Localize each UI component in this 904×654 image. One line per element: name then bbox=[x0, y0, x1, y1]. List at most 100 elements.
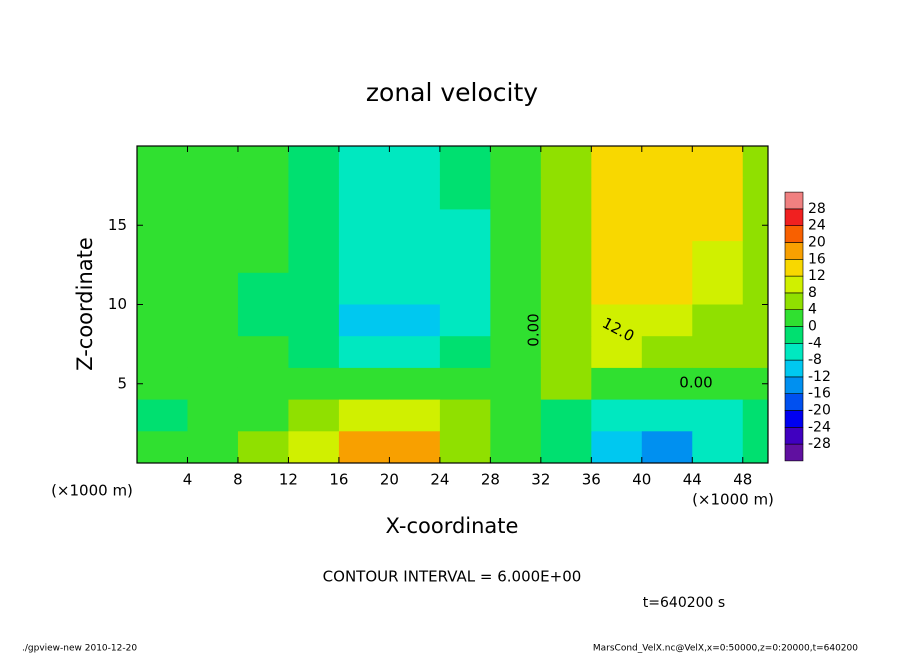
field-cell bbox=[187, 304, 239, 337]
y-tick-label: 15 bbox=[108, 216, 127, 234]
field-cell bbox=[137, 241, 188, 274]
field-cell bbox=[490, 146, 542, 179]
field-cell bbox=[288, 399, 340, 432]
field-cell bbox=[137, 146, 188, 179]
y-axis-label: Z-coordinate bbox=[73, 237, 97, 371]
field-cell bbox=[540, 367, 592, 401]
field-cell bbox=[137, 431, 188, 463]
x-unit-label: (×1000 m) bbox=[692, 491, 774, 509]
field-cell bbox=[540, 399, 592, 432]
field-cell bbox=[237, 336, 289, 369]
field-cell bbox=[137, 367, 188, 401]
field-cell bbox=[288, 431, 340, 463]
field-cell bbox=[742, 304, 768, 337]
field-cell bbox=[389, 177, 441, 210]
colorbar-label: 4 bbox=[808, 302, 817, 318]
field-cell bbox=[692, 146, 744, 179]
field-cell bbox=[187, 177, 239, 210]
colorbar-label: 24 bbox=[808, 218, 826, 234]
field-cell bbox=[137, 304, 188, 337]
field-cell bbox=[641, 399, 693, 432]
x-tick-label: 24 bbox=[430, 471, 449, 489]
field-cell bbox=[187, 367, 239, 401]
field-cell bbox=[490, 367, 542, 401]
colorbar-box bbox=[784, 359, 804, 378]
field-cell bbox=[389, 431, 441, 463]
colorbar-label: -16 bbox=[808, 386, 831, 402]
field-cell bbox=[641, 272, 693, 305]
field-cell bbox=[591, 146, 643, 179]
field-cell bbox=[389, 272, 441, 305]
x-tick-label: 44 bbox=[683, 471, 702, 489]
field-cell bbox=[742, 146, 768, 179]
field-cell bbox=[439, 241, 491, 274]
colorbar-label: -12 bbox=[808, 369, 831, 385]
field-cell bbox=[288, 209, 340, 242]
x-tick-label: 8 bbox=[233, 471, 243, 489]
field bbox=[137, 146, 768, 463]
y-tick-label: 5 bbox=[117, 374, 127, 392]
colorbar-label: -8 bbox=[808, 352, 822, 368]
field-cell bbox=[641, 177, 693, 210]
field-cell bbox=[742, 399, 768, 432]
field-cell bbox=[692, 367, 744, 401]
field-cell bbox=[692, 336, 744, 369]
field-cell bbox=[540, 304, 592, 337]
field-cell bbox=[187, 431, 239, 463]
field-cell bbox=[237, 304, 289, 337]
field-cell bbox=[237, 272, 289, 305]
field-cell bbox=[288, 336, 340, 369]
field-cell bbox=[742, 431, 768, 463]
field-cell bbox=[490, 241, 542, 274]
colorbar-box bbox=[784, 208, 804, 226]
field-cell bbox=[288, 177, 340, 210]
field-cell bbox=[692, 177, 744, 210]
field-cell bbox=[540, 272, 592, 305]
footer-left: ./gpview-new 2010-12-20 bbox=[22, 644, 137, 654]
field-cell bbox=[591, 241, 643, 274]
x-tick-label: 48 bbox=[733, 471, 752, 489]
field-cell bbox=[692, 304, 744, 337]
field-cell bbox=[389, 241, 441, 274]
field-cell bbox=[237, 146, 289, 179]
y-tick-label: 10 bbox=[108, 295, 127, 313]
field-cell bbox=[187, 209, 239, 242]
field-cell bbox=[237, 431, 289, 463]
field-cell bbox=[338, 177, 390, 210]
field-cell bbox=[490, 431, 542, 463]
field-cell bbox=[439, 272, 491, 305]
field-cell bbox=[490, 336, 542, 369]
field-cell bbox=[591, 304, 643, 337]
field-cell bbox=[137, 399, 188, 432]
contour-label: 0.00 bbox=[679, 374, 712, 392]
field-cell bbox=[540, 209, 592, 242]
field-cell bbox=[187, 241, 239, 274]
field-cell bbox=[742, 241, 768, 274]
field-cell bbox=[641, 304, 693, 337]
field-cell bbox=[641, 336, 693, 369]
field-cell bbox=[591, 209, 643, 242]
field-cell bbox=[288, 367, 340, 401]
x-tick-label: 16 bbox=[329, 471, 348, 489]
field-cell bbox=[338, 367, 390, 401]
field-cell bbox=[692, 431, 744, 463]
colorbar-box bbox=[784, 393, 804, 411]
field-cell bbox=[540, 336, 592, 369]
colorbar-label: 16 bbox=[808, 251, 826, 267]
x-tick-label: 40 bbox=[632, 471, 651, 489]
field-cell bbox=[338, 304, 390, 337]
field-cell bbox=[692, 399, 744, 432]
field-cell bbox=[692, 209, 744, 242]
field-cell bbox=[742, 336, 768, 369]
field-cell bbox=[389, 336, 441, 369]
contour-interval: CONTOUR INTERVAL = 6.000E+00 bbox=[323, 568, 582, 586]
colorbar-box bbox=[784, 225, 804, 243]
field-cell bbox=[591, 399, 643, 432]
field-cell bbox=[439, 367, 491, 401]
field-cell bbox=[439, 399, 491, 432]
field-cell bbox=[540, 146, 592, 179]
field-cell bbox=[490, 399, 542, 432]
field-cell bbox=[490, 272, 542, 305]
field-cell bbox=[439, 209, 491, 242]
